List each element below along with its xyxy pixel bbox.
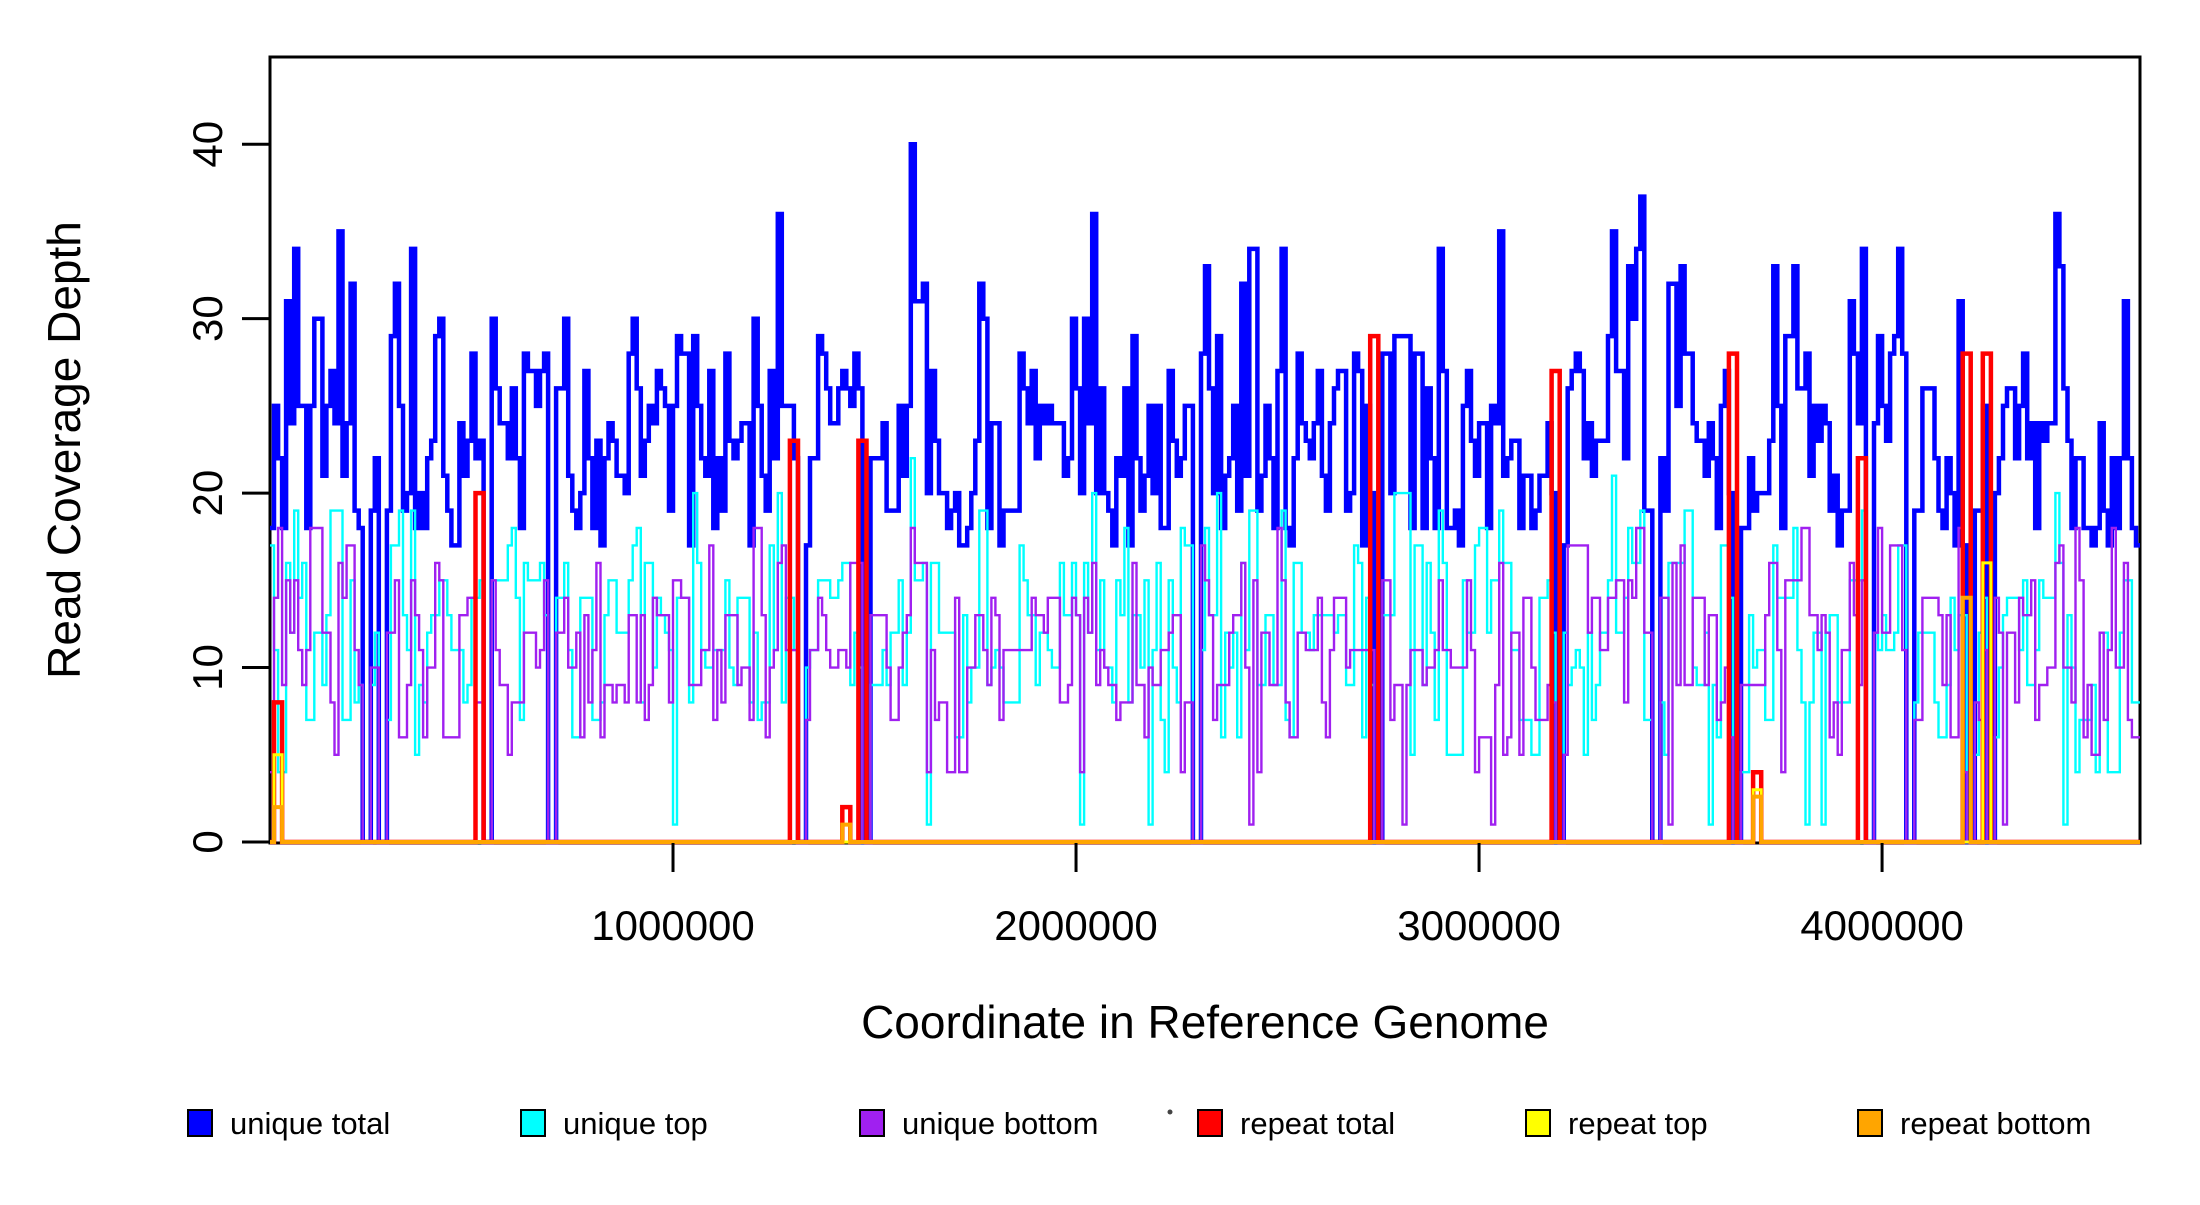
series-repeat-bottom-line — [270, 595, 2140, 844]
series-group — [270, 141, 2140, 845]
legend-label: repeat bottom — [1900, 1106, 2091, 1141]
legend-item: unique bottom — [859, 1106, 1098, 1141]
x-tick-label: 3000000 — [1397, 902, 1561, 949]
series-unique-bottom-line — [270, 526, 2140, 844]
legend-label: repeat top — [1568, 1106, 1708, 1141]
x-tick-label: 4000000 — [1800, 902, 1964, 949]
y-tick-label: 40 — [184, 121, 231, 168]
y-tick-label: 20 — [184, 470, 231, 517]
legend-swatch — [1857, 1109, 1883, 1137]
legend-label: unique bottom — [902, 1106, 1098, 1141]
x-tick-label: 1000000 — [591, 902, 755, 949]
x-tick-label: 2000000 — [994, 902, 1158, 949]
stray-dot — [1167, 1109, 1173, 1115]
legend-item: unique total — [187, 1106, 390, 1141]
legend-swatch — [187, 1109, 213, 1137]
legend-swatch — [1525, 1109, 1551, 1137]
x-axis-title: Coordinate in Reference Genome — [861, 996, 1549, 1048]
legend-label: unique top — [563, 1106, 708, 1141]
legend-label: unique total — [230, 1106, 390, 1141]
legend-item: repeat top — [1525, 1106, 1708, 1141]
legend-swatch — [1197, 1109, 1223, 1137]
legend-item: unique top — [520, 1106, 708, 1141]
legend-item: repeat total — [1197, 1106, 1395, 1141]
y-tick-label: 10 — [184, 644, 231, 691]
y-tick-label: 0 — [184, 830, 231, 853]
legend-swatch — [520, 1109, 546, 1137]
y-axis-title: Read Coverage Depth — [38, 221, 90, 679]
legend-item: repeat bottom — [1857, 1106, 2091, 1141]
legend-swatch — [859, 1109, 885, 1137]
axes-group: 1000000 2000000 3000000 4000000 0 10 20 30 40 — [184, 121, 1964, 949]
legend: unique total unique top unique bottom repea… — [187, 1106, 2091, 1141]
legend-label: repeat total — [1240, 1106, 1395, 1141]
y-tick-label: 30 — [184, 295, 231, 342]
